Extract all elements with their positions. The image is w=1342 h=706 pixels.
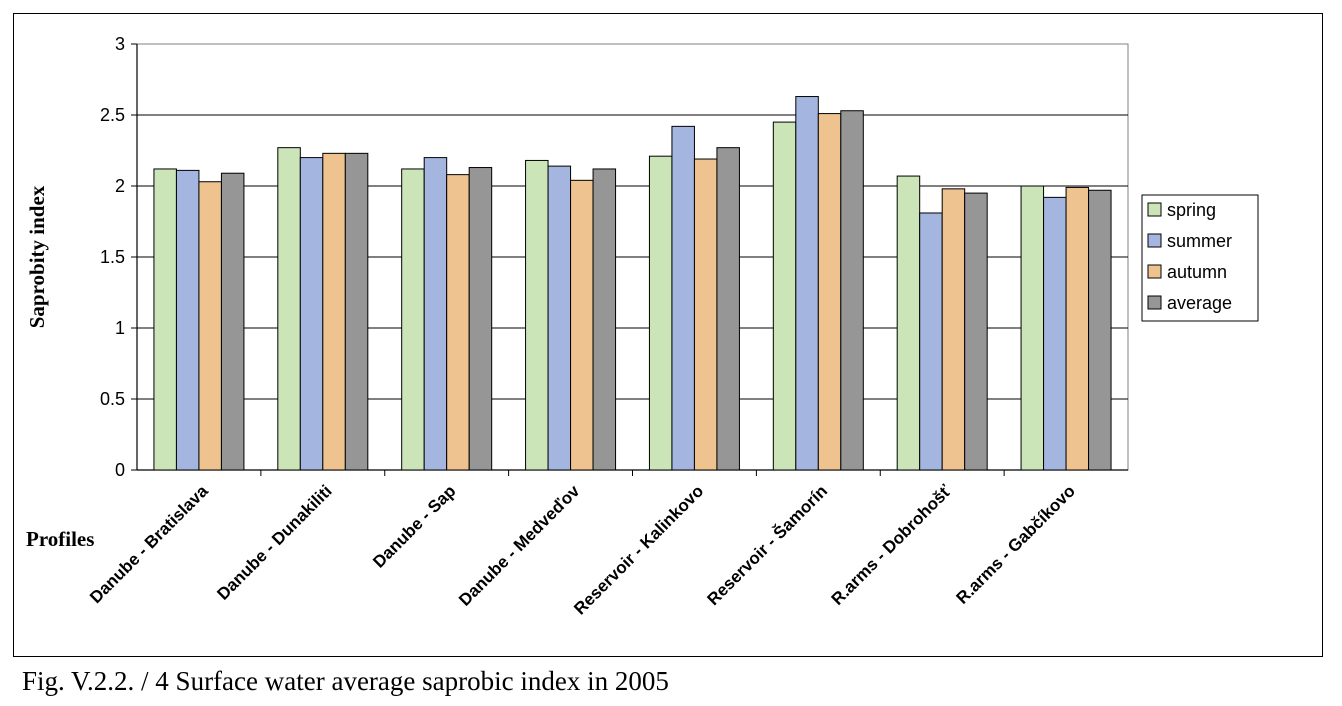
legend-label-average: average bbox=[1167, 293, 1232, 313]
bar-summer bbox=[175, 169, 200, 471]
legend-label-summer: summer bbox=[1167, 231, 1232, 251]
bar-summer bbox=[671, 125, 695, 471]
y-axis-label: Saprobity index bbox=[25, 185, 49, 328]
legend-label-autumn: autumn bbox=[1167, 262, 1227, 282]
x-tick-label: Danube - Sap bbox=[369, 481, 459, 571]
bar-autumn bbox=[198, 181, 222, 471]
figure-caption: Fig. V.2.2. / 4 Surface water average sa… bbox=[22, 666, 669, 696]
bar-autumn bbox=[446, 174, 470, 471]
bar-spring bbox=[277, 147, 301, 471]
x-tick-label: Danube - Bratislava bbox=[86, 481, 212, 607]
bar-spring bbox=[648, 155, 673, 471]
bar-summer bbox=[1043, 196, 1067, 471]
x-tick-label: Danube - Dunakiliti bbox=[213, 481, 335, 603]
x-axis-label: Profiles bbox=[26, 527, 94, 551]
bar-summer bbox=[919, 212, 943, 471]
bar-spring bbox=[772, 121, 797, 471]
y-tick-label: 1 bbox=[115, 318, 125, 338]
y-tick-label: 0 bbox=[115, 460, 125, 480]
legend-swatch-autumn bbox=[1147, 264, 1162, 279]
bar-autumn bbox=[1065, 186, 1090, 471]
bar-average bbox=[964, 192, 988, 471]
y-tick-label: 3 bbox=[115, 34, 125, 54]
bar-autumn bbox=[570, 179, 594, 471]
bar-average bbox=[592, 168, 617, 471]
bar-spring bbox=[896, 175, 921, 471]
bar-autumn bbox=[817, 113, 842, 471]
chart-frame bbox=[13, 13, 1323, 657]
bar-average bbox=[840, 110, 864, 471]
bar-average bbox=[220, 172, 245, 471]
legend-label-spring: spring bbox=[1167, 200, 1216, 220]
bar-autumn bbox=[941, 188, 966, 471]
bar-summer bbox=[795, 96, 819, 471]
bar-average bbox=[344, 152, 369, 471]
bar-spring bbox=[525, 159, 549, 471]
x-tick-label: Reservoir - Šamorín bbox=[703, 481, 831, 609]
y-tick-label: 2 bbox=[115, 176, 125, 196]
bar-average bbox=[716, 147, 740, 471]
y-tick-label: 0.5 bbox=[100, 389, 125, 409]
y-tick-label: 1.5 bbox=[100, 247, 125, 267]
bar-summer bbox=[299, 157, 324, 471]
bar-spring bbox=[401, 168, 425, 471]
bar-summer bbox=[423, 157, 448, 471]
bar-autumn bbox=[322, 152, 346, 471]
bar-average bbox=[468, 167, 493, 471]
x-tick-label: Reservoir - Kalinkovo bbox=[570, 481, 707, 618]
bar-summer bbox=[547, 165, 572, 471]
x-tick-label: Danube - Medveďov bbox=[455, 481, 584, 610]
bar-spring bbox=[153, 168, 177, 471]
y-tick-label: 2.5 bbox=[100, 105, 125, 125]
x-tick-label: R.arms - Gabčíkovo bbox=[953, 481, 1079, 607]
legend-swatch-spring bbox=[1147, 202, 1162, 217]
bar-autumn bbox=[693, 158, 718, 471]
x-tick-label: R.arms - Dobrohošť bbox=[828, 481, 956, 609]
bar-spring bbox=[1020, 185, 1045, 471]
bar-average bbox=[1088, 189, 1112, 471]
legend-swatch-summer bbox=[1147, 233, 1162, 248]
legend-swatch-average bbox=[1147, 295, 1162, 310]
